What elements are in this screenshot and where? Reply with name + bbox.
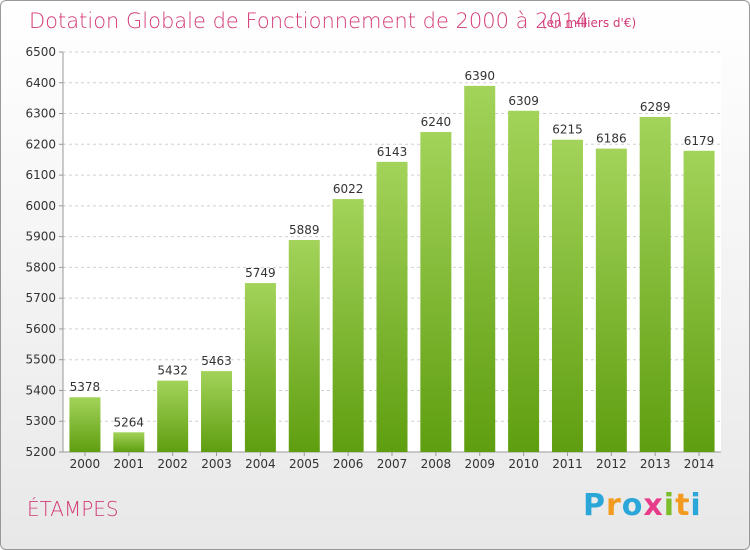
x-tick-label: 2011 bbox=[552, 457, 583, 471]
data-label: 6289 bbox=[640, 100, 671, 114]
x-tick-label: 2013 bbox=[640, 457, 671, 471]
commune-name: ÉTAMPES bbox=[27, 497, 119, 521]
logo-letter: i bbox=[690, 488, 702, 523]
data-label: 5463 bbox=[201, 354, 232, 368]
logo-letter: r bbox=[606, 488, 622, 523]
logo-letter: x bbox=[643, 488, 664, 523]
bar bbox=[551, 139, 583, 452]
x-tick-label: 2005 bbox=[289, 457, 320, 471]
data-label: 6309 bbox=[508, 94, 539, 108]
y-tick-label: 5200 bbox=[25, 445, 56, 459]
data-label: 6186 bbox=[596, 132, 627, 146]
bar bbox=[201, 371, 233, 452]
chart-title: Dotation Globale de Fonctionnement de 20… bbox=[29, 9, 589, 33]
y-tick-label: 6400 bbox=[25, 76, 56, 90]
x-tick-label: 2008 bbox=[421, 457, 452, 471]
data-label: 6240 bbox=[421, 115, 452, 129]
data-label: 5749 bbox=[245, 266, 276, 280]
bar bbox=[639, 116, 671, 452]
x-tick-label: 2014 bbox=[684, 457, 715, 471]
proxiti-logo: Proxiti bbox=[583, 488, 702, 523]
x-tick-label: 2003 bbox=[201, 457, 232, 471]
data-label: 6022 bbox=[333, 182, 364, 196]
x-tick-label: 2010 bbox=[508, 457, 539, 471]
bar bbox=[69, 397, 101, 452]
data-label: 6143 bbox=[377, 145, 408, 159]
data-label: 6215 bbox=[552, 123, 583, 137]
bar bbox=[508, 110, 540, 453]
data-label: 6179 bbox=[684, 134, 715, 148]
y-tick-label: 5500 bbox=[25, 353, 56, 367]
x-tick-label: 2001 bbox=[114, 457, 145, 471]
x-tick-label: 2002 bbox=[157, 457, 188, 471]
data-label: 6390 bbox=[464, 69, 495, 83]
chart-subtitle: (en milliers d'€) bbox=[542, 16, 637, 30]
y-tick-label: 5800 bbox=[25, 260, 56, 274]
y-tick-label: 6000 bbox=[25, 199, 56, 213]
data-label: 5432 bbox=[157, 364, 188, 378]
y-tick-label: 5400 bbox=[25, 383, 56, 397]
x-tick-label: 2007 bbox=[377, 457, 408, 471]
bar bbox=[420, 132, 452, 452]
y-tick-label: 5900 bbox=[25, 230, 56, 244]
bar bbox=[288, 240, 320, 452]
y-tick-label: 5600 bbox=[25, 322, 56, 336]
data-label: 5378 bbox=[70, 380, 101, 394]
bar bbox=[464, 85, 496, 452]
x-tick-label: 2006 bbox=[333, 457, 364, 471]
bar bbox=[376, 161, 408, 452]
bar bbox=[595, 148, 627, 452]
data-label: 5264 bbox=[114, 415, 145, 429]
bar bbox=[113, 432, 145, 452]
logo-letter: i bbox=[663, 488, 676, 523]
y-tick-label: 5700 bbox=[25, 291, 56, 305]
logo-letter: o bbox=[621, 488, 644, 523]
y-tick-label: 5300 bbox=[25, 414, 56, 428]
x-tick-label: 2009 bbox=[464, 457, 495, 471]
x-tick-label: 2000 bbox=[70, 457, 101, 471]
bar bbox=[332, 199, 364, 452]
x-tick-label: 2012 bbox=[596, 457, 627, 471]
y-tick-label: 6200 bbox=[25, 137, 56, 151]
y-tick-label: 6300 bbox=[25, 107, 56, 121]
data-label: 5889 bbox=[289, 223, 320, 237]
bar bbox=[683, 150, 715, 452]
y-tick-label: 6500 bbox=[25, 45, 56, 59]
logo-letter: P bbox=[583, 488, 606, 523]
x-tick-label: 2004 bbox=[245, 457, 276, 471]
y-tick-label: 6100 bbox=[25, 168, 56, 182]
bar bbox=[244, 283, 276, 452]
bar bbox=[157, 380, 189, 452]
logo-letter: t bbox=[675, 488, 691, 523]
